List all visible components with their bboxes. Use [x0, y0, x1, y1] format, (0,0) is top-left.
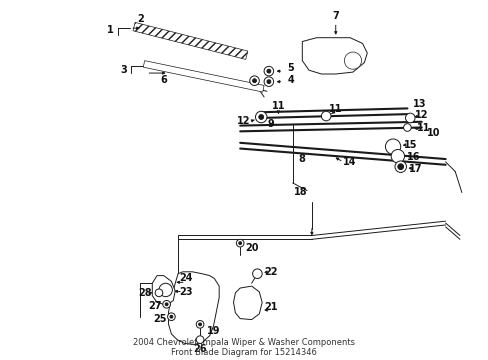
Circle shape — [170, 315, 172, 318]
Circle shape — [266, 69, 270, 73]
Text: 12: 12 — [414, 110, 427, 120]
Circle shape — [321, 111, 330, 121]
Text: 20: 20 — [244, 243, 258, 253]
Circle shape — [159, 283, 172, 297]
Text: 12: 12 — [237, 116, 250, 126]
Circle shape — [196, 336, 203, 343]
Circle shape — [155, 289, 163, 297]
Text: 2: 2 — [137, 14, 144, 24]
Polygon shape — [302, 38, 366, 74]
Text: 8: 8 — [298, 154, 305, 164]
Circle shape — [394, 161, 406, 172]
Circle shape — [390, 149, 404, 163]
Circle shape — [264, 77, 273, 86]
Text: 18: 18 — [293, 188, 306, 198]
Text: 27: 27 — [148, 301, 162, 311]
Text: 17: 17 — [408, 163, 422, 174]
Text: 13: 13 — [412, 99, 426, 109]
Text: 14: 14 — [343, 157, 356, 167]
Circle shape — [163, 301, 170, 308]
Circle shape — [236, 239, 244, 247]
Circle shape — [238, 242, 241, 244]
Text: 26: 26 — [193, 344, 206, 354]
Text: 9: 9 — [267, 119, 274, 129]
Circle shape — [252, 79, 256, 82]
Circle shape — [258, 114, 263, 120]
Text: 7: 7 — [332, 11, 339, 21]
Polygon shape — [152, 276, 175, 305]
Text: 2004 Chevrolet Impala Wiper & Washer Components
Front Blade Diagram for 15214346: 2004 Chevrolet Impala Wiper & Washer Com… — [133, 338, 354, 357]
Text: 11: 11 — [416, 123, 429, 134]
Text: 6: 6 — [160, 75, 167, 85]
Circle shape — [255, 111, 266, 123]
Text: 22: 22 — [264, 267, 277, 277]
Text: 4: 4 — [287, 75, 294, 85]
Text: 11: 11 — [328, 104, 342, 114]
Text: 10: 10 — [426, 128, 439, 138]
Polygon shape — [143, 60, 264, 92]
Circle shape — [249, 76, 259, 85]
Text: 11: 11 — [271, 100, 285, 111]
Text: 19: 19 — [206, 326, 220, 336]
Text: 3: 3 — [120, 65, 127, 75]
Text: 28: 28 — [138, 288, 151, 298]
Circle shape — [397, 164, 403, 170]
Circle shape — [165, 303, 168, 306]
Circle shape — [167, 313, 175, 320]
Circle shape — [344, 52, 361, 69]
Circle shape — [198, 323, 201, 326]
Circle shape — [403, 124, 410, 131]
Text: 24: 24 — [179, 274, 192, 283]
Text: 15: 15 — [403, 140, 416, 150]
Polygon shape — [168, 272, 219, 345]
Text: 16: 16 — [407, 152, 420, 162]
Text: 1: 1 — [107, 25, 113, 35]
Text: 5: 5 — [287, 63, 294, 73]
Circle shape — [266, 80, 270, 84]
Circle shape — [252, 269, 262, 279]
Text: 25: 25 — [153, 314, 166, 324]
Circle shape — [196, 320, 203, 328]
Text: 21: 21 — [264, 302, 277, 312]
Circle shape — [385, 139, 400, 154]
Polygon shape — [133, 22, 247, 59]
Circle shape — [264, 66, 273, 76]
Circle shape — [405, 113, 414, 123]
Polygon shape — [233, 286, 262, 320]
Text: 23: 23 — [179, 287, 192, 297]
